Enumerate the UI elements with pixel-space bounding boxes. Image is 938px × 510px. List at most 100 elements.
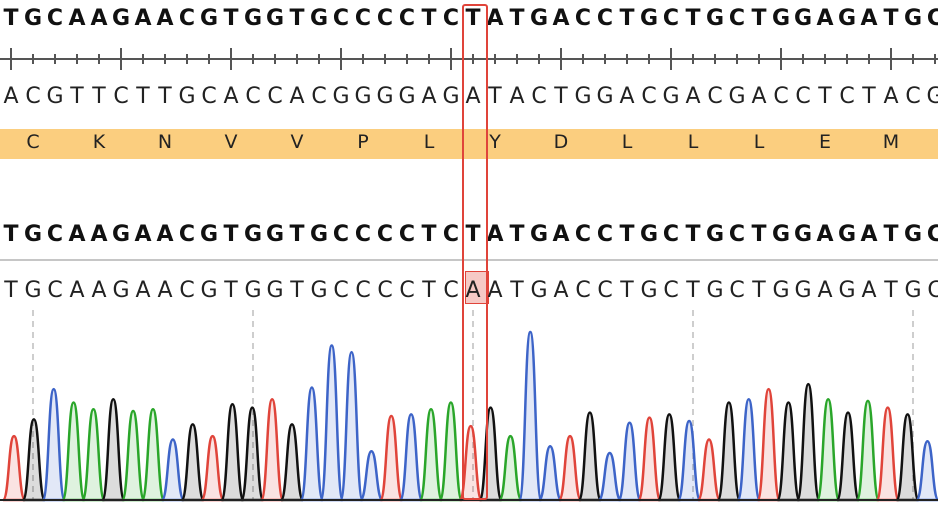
base-letter: G: [728, 84, 746, 109]
base-letter: G: [903, 6, 923, 31]
base-letter: T: [752, 278, 766, 303]
chromatogram-peak-T: [696, 438, 722, 502]
base-letter: C: [927, 278, 938, 303]
amino-acid-label: V: [290, 131, 304, 153]
base-letter: C: [839, 84, 855, 109]
base-letter: C: [332, 222, 350, 247]
chromatogram-peak-C: [160, 438, 186, 502]
base-letter: C: [311, 84, 327, 109]
base-letter: C: [662, 6, 680, 31]
base-letter: G: [639, 6, 659, 31]
divider: [0, 259, 938, 261]
chromatogram-peak-C: [299, 386, 325, 502]
base-letter: C: [729, 278, 745, 303]
chromatogram-peak-A: [61, 401, 86, 502]
base-letter: T: [685, 6, 701, 31]
base-letter: G: [793, 222, 813, 247]
chromatogram-peak-C: [41, 387, 66, 502]
base-letter: A: [223, 84, 239, 109]
base-letter: C: [355, 278, 371, 303]
base-letter: T: [883, 222, 899, 247]
chromatogram-peak-A: [418, 408, 444, 502]
base-letter: C: [201, 84, 217, 109]
base-letter: C: [728, 222, 746, 247]
amino-acid-label: L: [621, 131, 633, 153]
base-letter: T: [4, 278, 18, 303]
base-letter: C: [531, 84, 547, 109]
base-letter: T: [158, 84, 172, 109]
base-letter: G: [332, 84, 350, 109]
base-letter: T: [883, 6, 899, 31]
chromatogram-peak-C: [736, 397, 761, 502]
base-letter: T: [224, 278, 238, 303]
base-letter: T: [685, 222, 701, 247]
base-letter: G: [793, 6, 813, 31]
chromatogram-peak-A: [81, 408, 106, 502]
base-letter: C: [333, 278, 349, 303]
chromatogram-peak-G: [716, 401, 742, 502]
base-letter: G: [111, 6, 131, 31]
chromatogram-peak-G: [220, 402, 245, 502]
base-letter: C: [773, 84, 789, 109]
base-letter: G: [199, 222, 219, 247]
chromatogram-peak-A: [438, 401, 464, 502]
base-letter: C: [926, 6, 938, 31]
selected-position-highlight[interactable]: [462, 4, 488, 500]
chromatogram-peak-C: [676, 419, 702, 502]
base-letter: C: [707, 84, 723, 109]
base-letter: G: [772, 278, 790, 303]
chromatogram-peak-T: [637, 416, 662, 502]
chromatogram-peak-T: [379, 414, 404, 502]
chromatogram-peak-G: [577, 411, 603, 502]
base-letter: G: [596, 84, 614, 109]
base-letter: C: [179, 278, 195, 303]
base-letter: G: [837, 222, 857, 247]
base-letter: G: [838, 278, 856, 303]
base-letter: G: [243, 222, 263, 247]
base-letter: G: [837, 6, 857, 31]
base-letter: T: [223, 222, 239, 247]
base-letter: C: [398, 222, 416, 247]
base-letter: C: [25, 84, 41, 109]
base-letter: G: [309, 222, 329, 247]
base-letter: G: [529, 6, 549, 31]
base-letter: T: [289, 6, 305, 31]
base-letter: A: [817, 278, 833, 303]
base-letter: T: [465, 222, 481, 247]
base-letter: C: [596, 6, 614, 31]
base-letter: A: [156, 222, 174, 247]
base-letter: A: [68, 6, 86, 31]
base-letter: T: [619, 222, 635, 247]
chromatogram-peak-A: [815, 397, 841, 502]
amino-acid-label: L: [687, 131, 699, 153]
base-letter: G: [23, 6, 43, 31]
base-letter: T: [751, 222, 767, 247]
base-letter: A: [816, 222, 834, 247]
base-letter: G: [24, 278, 42, 303]
base-letter: G: [705, 222, 725, 247]
base-letter: A: [157, 278, 173, 303]
base-letter: C: [398, 6, 416, 31]
base-letter: G: [266, 278, 284, 303]
chromatogram-peak-G: [101, 397, 126, 502]
base-letter: G: [771, 222, 791, 247]
base-letter: A: [135, 278, 151, 303]
chromatogram-peak-G: [279, 423, 305, 502]
position-ruler: [0, 48, 938, 70]
base-letter: C: [442, 222, 460, 247]
amino-acid-label: N: [157, 131, 173, 153]
base-letter: T: [3, 222, 19, 247]
base-letter: G: [574, 84, 592, 109]
amino-acid-label: V: [224, 131, 238, 153]
base-letter: A: [552, 6, 570, 31]
base-letter: C: [596, 222, 614, 247]
chromatogram-peak-C: [398, 413, 424, 502]
base-letter: A: [3, 84, 19, 109]
base-letter: G: [310, 278, 328, 303]
amino-acid-label: P: [357, 131, 369, 153]
chromatogram-peak-C: [518, 330, 543, 502]
base-letter: A: [816, 6, 834, 31]
base-letter: T: [92, 84, 106, 109]
base-letter: T: [509, 6, 525, 31]
base-letter: G: [529, 222, 549, 247]
